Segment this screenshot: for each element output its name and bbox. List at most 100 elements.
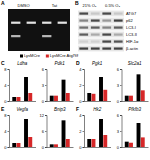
- bars: [87, 77, 107, 101]
- condition-label: 0.5% O₂: [105, 3, 120, 8]
- blot-band: [102, 26, 111, 28]
- bar-chart: DPgk1024: [76, 60, 111, 104]
- bar: [28, 137, 32, 147]
- row-label: ATG7: [126, 11, 137, 16]
- tick-mark: [83, 131, 85, 132]
- tick-label: 0: [4, 145, 7, 150]
- bar: [17, 97, 21, 101]
- blot-band: [114, 19, 123, 21]
- panel-label: F: [76, 106, 79, 112]
- tick-label: 0: [4, 99, 7, 104]
- tick-label: 0: [79, 99, 82, 104]
- tick-label: 2: [79, 83, 82, 88]
- blot-band: [79, 33, 88, 35]
- x-axis-line: [10, 147, 37, 148]
- bar-chart: Bnip30612: [40, 107, 74, 150]
- condition-label: DMSO: [18, 3, 30, 8]
- condition-label: 21% O₂: [83, 3, 97, 8]
- bar-chart: Slc2a1036: [117, 61, 149, 104]
- chart-title: Bnip3: [54, 107, 66, 112]
- blot-band: [102, 12, 111, 14]
- legend: LysMCreLysMCre Atg7f/f: [20, 53, 79, 58]
- y-axis-line: [83, 70, 85, 102]
- y-tick: 3: [42, 83, 47, 88]
- panel-a: ADMSOTat: [1, 0, 70, 51]
- tick-mark: [45, 147, 47, 148]
- y-axis: 036: [42, 67, 47, 104]
- x-axis: [47, 101, 74, 102]
- y-tick: 4: [79, 67, 84, 72]
- tick-label: 3: [117, 129, 120, 134]
- x-axis-line: [10, 101, 37, 102]
- chart-title: Hk2: [93, 107, 101, 112]
- bar: [103, 90, 107, 101]
- blot-band: [102, 19, 111, 21]
- y-tick: 0: [117, 145, 122, 150]
- panel-b: B21% O₂0.5% O₂ATG7p62LC3-ILC3-IIHIF-1αβ-…: [75, 0, 139, 51]
- blot-strip: [78, 32, 124, 38]
- y-axis-line: [120, 116, 122, 148]
- tick-mark: [120, 85, 122, 86]
- figure: ADMSOTatB21% O₂0.5% O₂ATG7p62LC3-ILC3-II…: [0, 0, 150, 160]
- gel-band: [11, 22, 20, 24]
- y-tick: 3: [117, 83, 122, 88]
- blot-band: [91, 47, 100, 49]
- bar: [137, 74, 141, 101]
- gel-band: [11, 35, 20, 37]
- blot-strip: [78, 11, 124, 17]
- chart-title: Vegfa: [16, 107, 28, 112]
- tick-label: 2: [79, 129, 82, 134]
- row-label: p62: [126, 18, 133, 23]
- x-axis: [122, 147, 149, 148]
- tick-label: 4: [79, 67, 82, 72]
- chart-title: Pgk1: [92, 61, 103, 66]
- blot-strip: [78, 39, 124, 45]
- x-axis-line: [47, 101, 74, 102]
- tick-mark: [83, 147, 85, 148]
- bar: [50, 144, 54, 147]
- tick-mark: [120, 131, 122, 132]
- bar: [129, 96, 133, 101]
- bars: [125, 123, 145, 147]
- x-axis: [85, 147, 112, 148]
- tick-mark: [8, 69, 10, 70]
- y-axis: 048: [4, 67, 9, 104]
- blot-strip: [78, 46, 124, 52]
- bars: [87, 119, 107, 147]
- tick-mark: [83, 101, 85, 102]
- tick-mark: [83, 85, 85, 86]
- y-tick: 8: [4, 67, 9, 72]
- bar-chart: FHk2024: [76, 106, 111, 150]
- bars: [125, 74, 145, 101]
- y-axis: 0 2 4: [79, 67, 84, 104]
- bar: [92, 139, 96, 147]
- tick-label: 6: [117, 67, 120, 72]
- legend-label: LysMCre Atg7f/f: [50, 53, 79, 58]
- bar: [54, 96, 58, 101]
- legend-item: LysMCre Atg7f/f: [46, 53, 79, 58]
- bar: [103, 135, 107, 147]
- tick-label: 6: [42, 67, 45, 72]
- y-axis: 0 4 8: [4, 113, 9, 150]
- y-tick: 4: [4, 129, 9, 134]
- y-tick: 12: [40, 113, 47, 118]
- bar: [66, 139, 70, 147]
- bar: [92, 94, 96, 101]
- tick-mark: [8, 147, 10, 148]
- blot-band: [114, 26, 123, 28]
- tick-mark: [83, 69, 85, 70]
- y-tick: 6: [42, 129, 47, 134]
- row-label: LC3-I: [126, 25, 136, 30]
- tick-label: 8: [4, 113, 7, 118]
- x-axis: [122, 101, 149, 102]
- chart-title: Ldha: [17, 61, 28, 66]
- tick-label: 0: [117, 145, 120, 150]
- bar: [17, 143, 21, 147]
- tick-label: 0: [117, 99, 120, 104]
- bar-chart: EVegfa048: [1, 106, 36, 150]
- bar: [12, 97, 16, 101]
- y-tick: 0: [4, 145, 9, 150]
- x-axis-line: [122, 147, 149, 148]
- blot-band: [91, 33, 100, 35]
- row-label: HIF-1α: [126, 39, 139, 44]
